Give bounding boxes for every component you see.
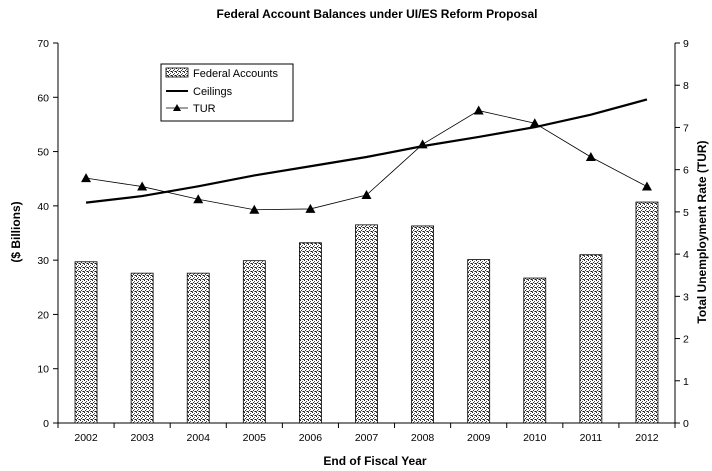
y2-tick-label: 8 bbox=[683, 80, 689, 92]
x-tick-label: 2009 bbox=[467, 432, 491, 444]
chart-title: Federal Account Balances under UI/ES Ref… bbox=[217, 7, 538, 21]
y2-tick-label: 6 bbox=[683, 165, 689, 177]
x-tick-label: 2004 bbox=[187, 432, 211, 444]
y-tick-label: 10 bbox=[37, 364, 49, 376]
y-tick-label: 30 bbox=[37, 255, 49, 267]
x-tick-label: 2010 bbox=[523, 432, 547, 444]
bar-federal-accounts bbox=[523, 277, 547, 424]
x-tick-label: 2012 bbox=[635, 432, 659, 444]
y2-tick-label: 2 bbox=[683, 334, 689, 346]
x-axis-label: End of Fiscal Year bbox=[323, 454, 426, 468]
legend-label-federal-accounts: Federal Accounts bbox=[193, 68, 278, 80]
marker-tur bbox=[529, 118, 540, 128]
x-tick-label: 2008 bbox=[411, 432, 435, 444]
y-tick-label: 50 bbox=[37, 147, 49, 159]
x-tick-label: 2002 bbox=[74, 432, 98, 444]
x-tick-label: 2006 bbox=[299, 432, 323, 444]
marker-tur bbox=[641, 181, 652, 191]
y2-axis-label: Total Unemployment Rate (TUR) bbox=[695, 140, 709, 323]
y2-tick-label: 5 bbox=[683, 207, 689, 219]
y-tick-label: 0 bbox=[43, 418, 49, 430]
legend: Federal Accounts Ceilings TUR bbox=[160, 63, 294, 122]
bar-federal-accounts bbox=[186, 272, 210, 424]
x-tick-label: 2005 bbox=[243, 432, 267, 444]
y2-tick-label: 1 bbox=[683, 376, 689, 388]
bar-federal-accounts bbox=[74, 261, 98, 424]
y-tick-label: 60 bbox=[37, 92, 49, 104]
bar-federal-accounts bbox=[467, 259, 491, 424]
bar-federal-accounts bbox=[411, 225, 434, 424]
legend-label-tur: TUR bbox=[193, 103, 216, 115]
bar-federal-accounts bbox=[579, 254, 603, 424]
y2-tick-label: 4 bbox=[683, 249, 689, 261]
bar-federal-accounts bbox=[355, 224, 378, 424]
marker-tur bbox=[585, 152, 596, 161]
marker-tur bbox=[417, 139, 428, 149]
line-ceilings bbox=[85, 98, 648, 204]
y-tick-label: 70 bbox=[37, 38, 49, 50]
x-tick-label: 2011 bbox=[580, 432, 603, 444]
marker-tur bbox=[473, 105, 484, 115]
legend-swatch-federal-accounts bbox=[165, 67, 189, 78]
y-tick-label: 20 bbox=[37, 309, 49, 321]
marker-tur bbox=[249, 204, 260, 214]
marker-tur bbox=[305, 203, 316, 213]
bar-federal-accounts bbox=[635, 201, 659, 424]
y2-tick-label: 0 bbox=[683, 418, 689, 430]
bar-federal-accounts bbox=[242, 260, 266, 424]
y2-tick-label: 3 bbox=[683, 291, 689, 303]
x-tick-label: 2007 bbox=[355, 432, 379, 444]
x-tick-label: 2003 bbox=[130, 432, 154, 444]
y-axis-label: ($ Billions) bbox=[9, 201, 23, 262]
legend-label-ceilings: Ceilings bbox=[193, 86, 233, 98]
y2-tick-label: 9 bbox=[683, 38, 689, 50]
marker-tur bbox=[361, 190, 372, 199]
marker-tur bbox=[193, 194, 204, 204]
y-tick-label: 40 bbox=[37, 201, 49, 213]
marker-tur bbox=[137, 181, 148, 191]
bar-federal-accounts bbox=[299, 242, 322, 424]
marker-tur bbox=[81, 173, 92, 183]
legend-marker-tur bbox=[173, 104, 181, 111]
bar-federal-accounts bbox=[130, 272, 154, 424]
y2-tick-label: 7 bbox=[683, 122, 689, 134]
